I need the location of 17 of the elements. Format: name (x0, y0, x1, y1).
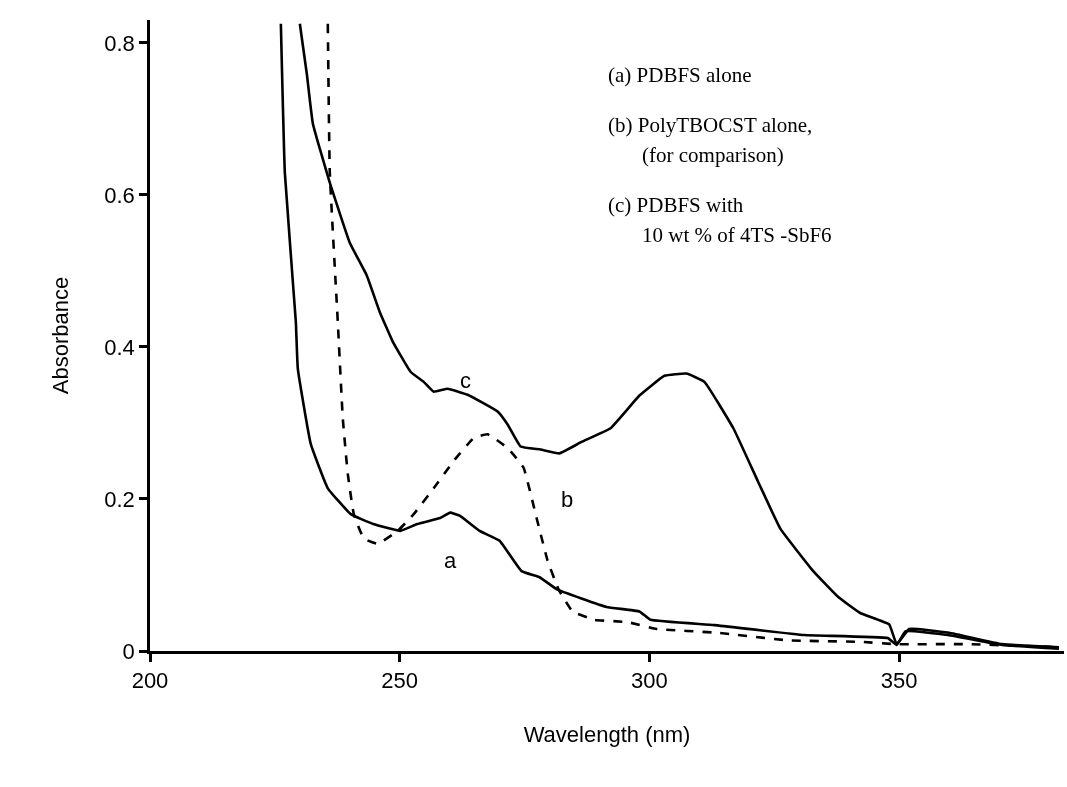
x-axis-title: Wavelength (nm) (523, 722, 691, 748)
x-tick-label: 350 (880, 668, 918, 694)
series-label: c (460, 368, 471, 393)
series-label: a (444, 548, 457, 573)
series-label: b (561, 487, 574, 512)
y-tick-label: 0.6 (104, 182, 135, 208)
x-tick-label: 300 (631, 668, 668, 694)
y-tick-label: 0 (122, 638, 135, 664)
annotation: (a) PDBFS alone (608, 63, 752, 87)
y-tick-label: 0.4 (104, 334, 135, 360)
annotation: (c) PDBFS with 10 wt % of 4TS -SbF6 (608, 193, 832, 247)
y-axis-title: Absorbance (48, 276, 74, 395)
x-tick-label: 200 (131, 668, 169, 694)
annotation: (b) PolyTBOCST alone, (for comparison) (608, 113, 813, 167)
y-tick-label: 0.8 (104, 30, 135, 56)
x-tick-label: 250 (381, 668, 419, 694)
y-tick-label: 0.2 (104, 486, 135, 512)
